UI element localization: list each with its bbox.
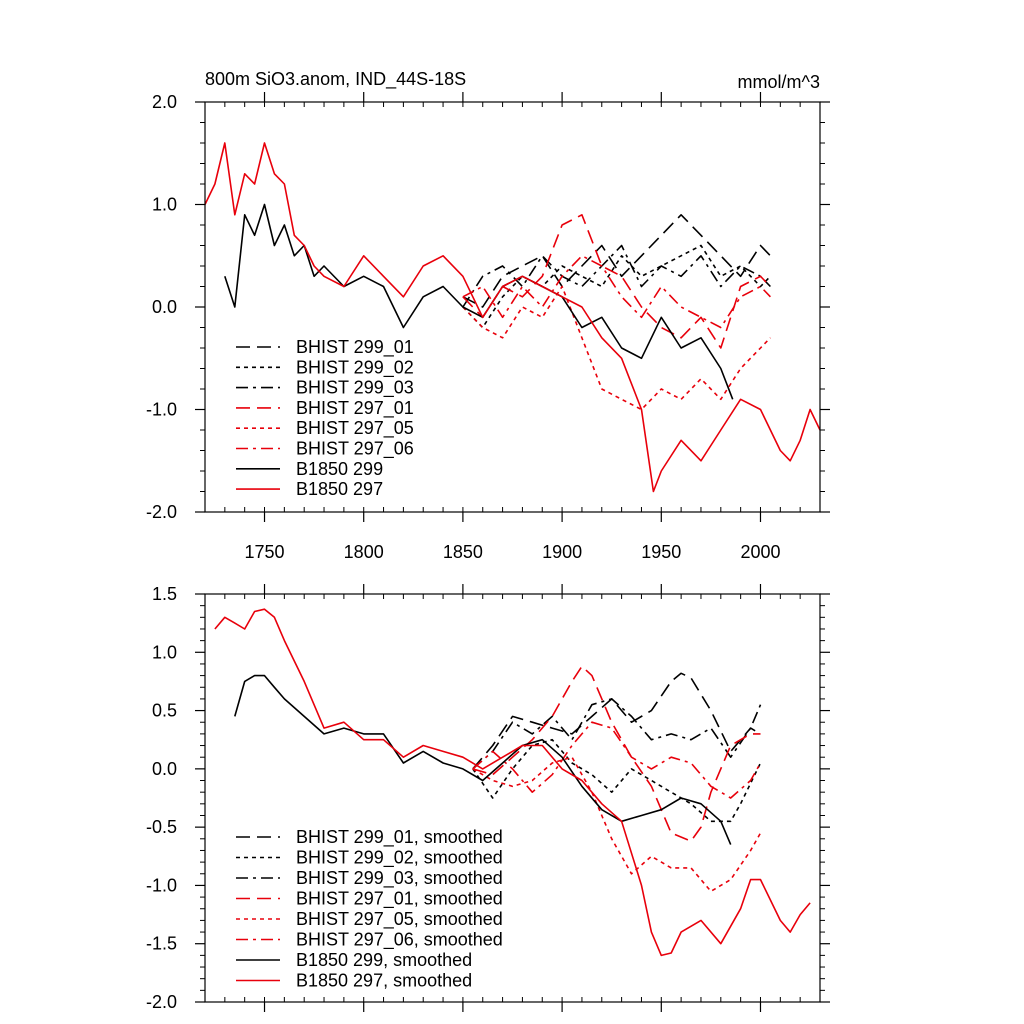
legend-label: BHIST 299_03, smoothed bbox=[296, 868, 503, 889]
series-line-7 bbox=[214, 608, 811, 957]
legend-label: BHIST 297_05 bbox=[296, 418, 414, 439]
series-group bbox=[214, 608, 811, 957]
series-line-2 bbox=[462, 244, 771, 308]
series-line-4 bbox=[462, 285, 771, 411]
legend-label: B1850 297, smoothed bbox=[296, 971, 472, 991]
series-line-5 bbox=[462, 255, 771, 329]
bottom-chart-panel: -2.0 -1.5 -1.0 -0.5 0.0 0.5 1.0 1.5 BHIST 299_01… bbox=[146, 584, 830, 1012]
legend-label: BHIST 297_01 bbox=[296, 398, 414, 419]
x-tick-label: 1900 bbox=[542, 542, 582, 562]
y-tick-label: -2.0 bbox=[146, 992, 177, 1012]
series-line-6 bbox=[224, 203, 734, 400]
figure-title: 800m SiO3.anom, IND_44S-18S bbox=[205, 69, 466, 90]
series-line-1 bbox=[462, 244, 771, 329]
y-tick-label: -2.0 bbox=[146, 502, 177, 522]
units-label: mmol/m^3 bbox=[738, 72, 820, 92]
legend-label: BHIST 297_06 bbox=[296, 439, 414, 460]
y-tick-label: -1.0 bbox=[146, 875, 177, 895]
legend-label: BHIST 297_05, smoothed bbox=[296, 909, 503, 930]
plot-frame bbox=[204, 593, 821, 1003]
series-line-3 bbox=[462, 214, 771, 349]
legend-label: BHIST 297_06, smoothed bbox=[296, 930, 503, 951]
x-tick-label: 1800 bbox=[344, 542, 384, 562]
y-tick-label: 1.0 bbox=[152, 642, 177, 662]
y-tick-label: 1.0 bbox=[152, 195, 177, 215]
series-line-6 bbox=[234, 674, 732, 845]
y-tick-label: -1.0 bbox=[146, 400, 177, 420]
legend-label: BHIST 299_02 bbox=[296, 357, 414, 378]
y-tick-label: -1.5 bbox=[146, 934, 177, 954]
series-line-0 bbox=[472, 672, 761, 770]
legend-label: BHIST 297_01, smoothed bbox=[296, 889, 503, 910]
x-tick-label: 2000 bbox=[740, 542, 780, 562]
series-line-4 bbox=[472, 756, 762, 893]
y-tick-label: 0.5 bbox=[152, 701, 177, 721]
series-group bbox=[205, 142, 820, 493]
y-tick-label: -0.5 bbox=[146, 817, 177, 837]
series-line-0 bbox=[462, 214, 771, 308]
series-line-3 bbox=[472, 665, 761, 842]
y-tick-label: 0.0 bbox=[152, 297, 177, 317]
y-tick-label: 0.0 bbox=[152, 759, 177, 779]
series-line-5 bbox=[472, 721, 762, 799]
y-tick-label: 2.0 bbox=[152, 92, 177, 112]
series-line-2 bbox=[472, 698, 762, 770]
x-tick-label: 1950 bbox=[641, 542, 681, 562]
y-tick-label: 1.5 bbox=[152, 584, 177, 604]
legend-label: B1850 297 bbox=[296, 479, 383, 499]
legend-label: BHIST 299_01, smoothed bbox=[296, 827, 503, 848]
legend-label: BHIST 299_02, smoothed bbox=[296, 848, 503, 869]
legend-label: BHIST 299_03 bbox=[296, 378, 414, 399]
legend-label: BHIST 299_01 bbox=[296, 337, 414, 358]
legend-label: B1850 299 bbox=[296, 459, 383, 479]
x-tick-label: 1750 bbox=[244, 542, 284, 562]
top-chart-panel: 1750 1800 1850 1900 1950 2000 -2.0 -1.0 0.0 1.0 2.… bbox=[146, 92, 830, 562]
legend-label: B1850 299, smoothed bbox=[296, 950, 472, 970]
series-line-7 bbox=[205, 142, 820, 493]
x-tick-label: 1850 bbox=[443, 542, 483, 562]
